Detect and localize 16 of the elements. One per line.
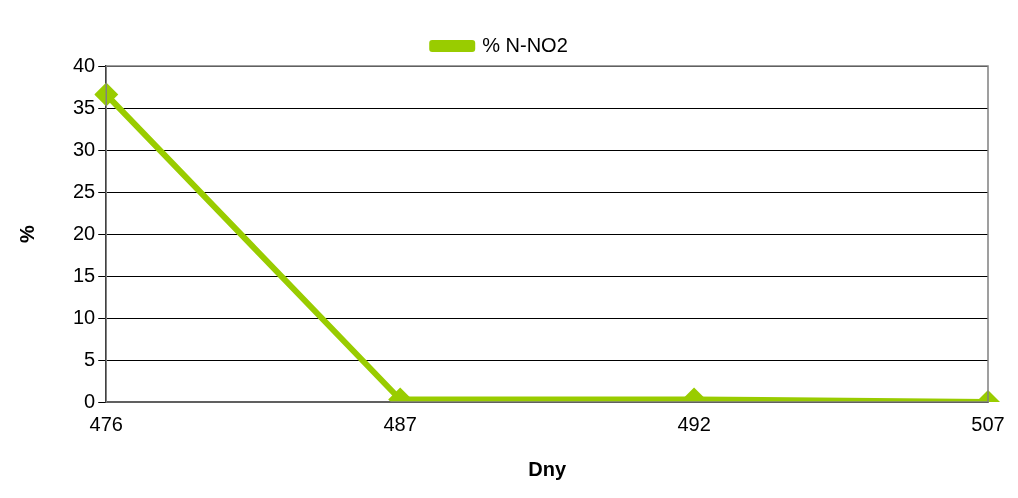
y-tick-label: 40 [73,53,96,76]
y-tick-label: 20 [73,221,96,244]
x-tick-label: 492 [677,412,711,435]
x-axis-title: Dny [528,457,567,480]
y-tick-label: 25 [73,179,96,202]
y-tick-label: 30 [73,137,96,160]
legend-label: % N-NO2 [482,33,568,56]
x-tick-label: 507 [971,412,1005,435]
y-tick-label: 35 [73,95,96,118]
y-tick-label: 15 [73,263,96,286]
x-tick-label: 476 [89,412,123,435]
y-axis-title: % [15,224,38,243]
x-tick-label: 487 [383,412,417,435]
y-tick-label: 0 [84,389,96,412]
y-tick-label: 10 [73,305,96,328]
y-tick-label: 5 [84,347,96,370]
